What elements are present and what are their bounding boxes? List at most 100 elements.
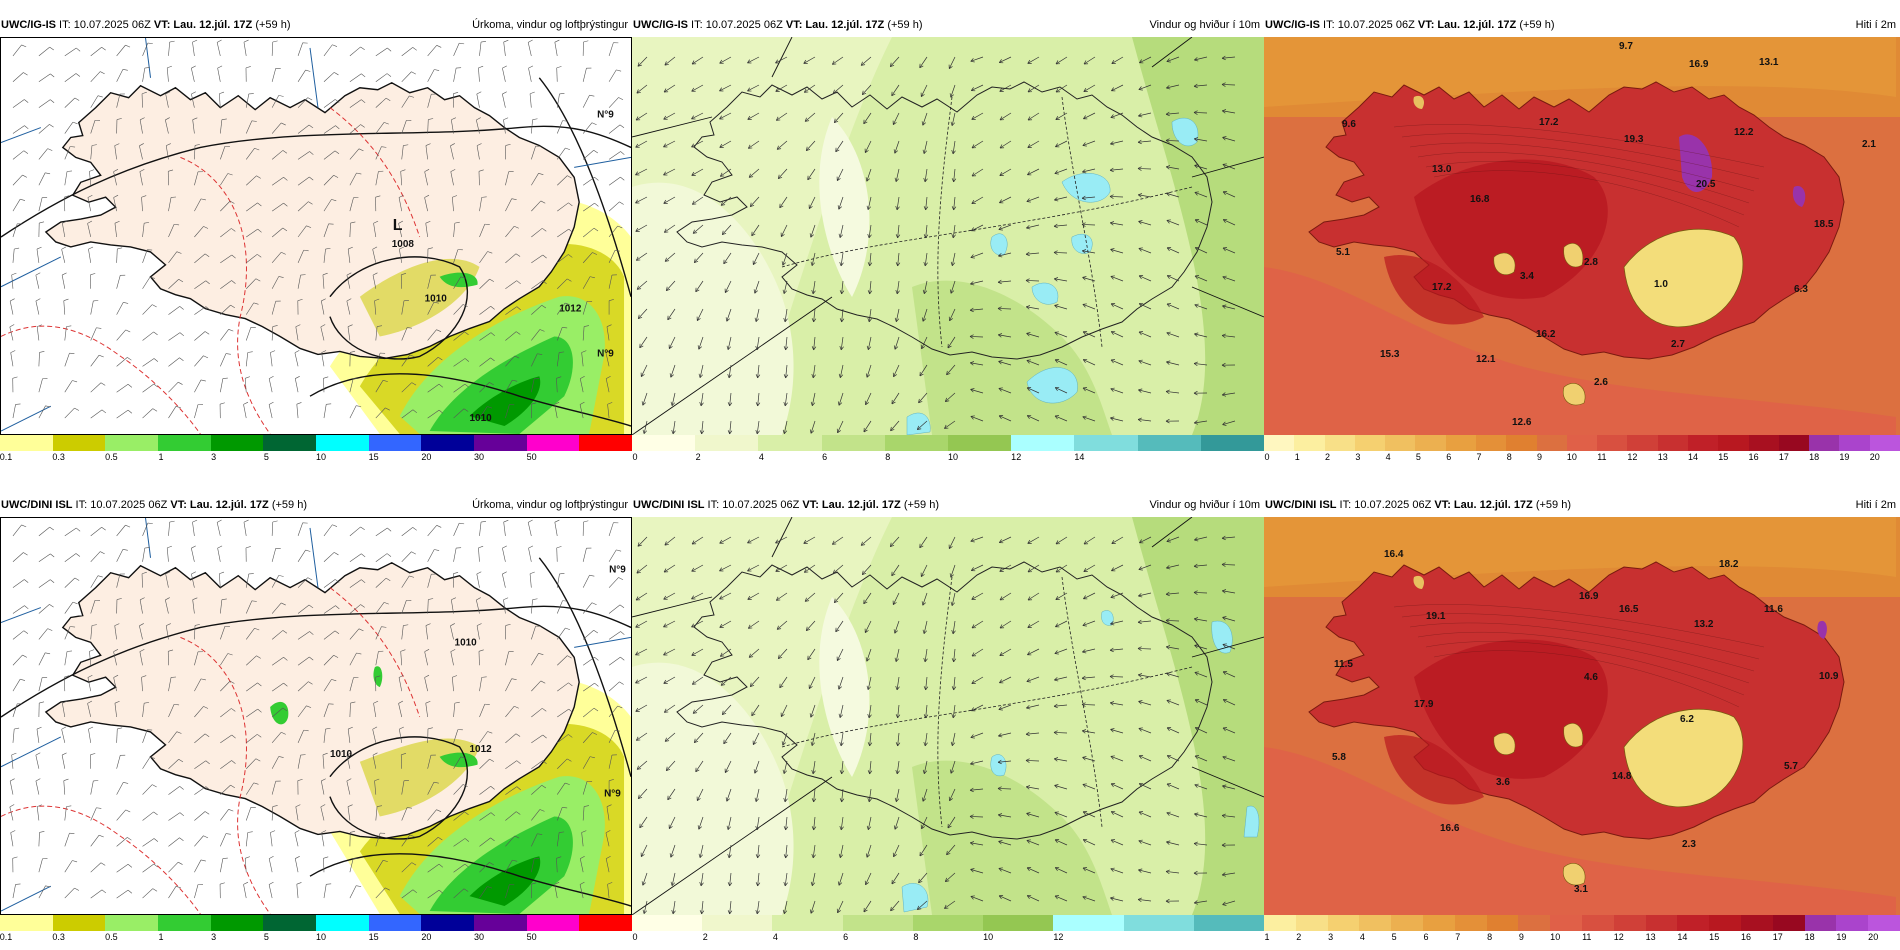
- colorbar-tick-label: 15: [1709, 932, 1720, 942]
- colorbar-tick-label: 0.5: [105, 452, 118, 462]
- colorbar-swatch: [579, 915, 633, 931]
- colorbar-tick-label: 12: [1613, 932, 1624, 942]
- panel-title: UWC/DINI ISL IT: 10.07.2025 06Z VT: Lau.…: [633, 499, 939, 511]
- colorbar-swatch: [1581, 915, 1614, 931]
- map-contour-label: 1010: [470, 413, 493, 424]
- colorbar-tick-label: 16: [1748, 452, 1759, 462]
- colorbar: [1264, 435, 1900, 451]
- colorbar-tick-label: 5: [1415, 452, 1421, 462]
- panel-temp-igis: UWC/IG-IS IT: 10.07.2025 06Z VT: Lau. 12…: [1264, 15, 1900, 475]
- colorbar-tick-label: 18: [1804, 932, 1815, 942]
- colorbar-tick-label: 50: [526, 452, 537, 462]
- colorbar-tick-label: 19: [1839, 452, 1850, 462]
- colorbar-swatch: [1074, 435, 1138, 451]
- wind-map-svg: [632, 517, 1264, 915]
- map-contour-label: 1010: [330, 749, 353, 760]
- colorbar-tick-label: 0.3: [52, 452, 65, 462]
- colorbar-swatch: [52, 435, 106, 451]
- colorbar: [632, 915, 1264, 931]
- colorbar-swatch: [1475, 435, 1507, 451]
- colorbar-tick-label: 0.1: [0, 932, 13, 942]
- colorbar-swatch: [368, 915, 422, 931]
- colorbar-swatch: [0, 435, 53, 451]
- temperature-value-label: 14.8: [1612, 771, 1632, 782]
- colorbar-swatch: [821, 435, 885, 451]
- colorbar-tick-label: 4: [1385, 452, 1391, 462]
- colorbar-tick-label: 7: [1476, 452, 1482, 462]
- colorbar-swatch: [1486, 915, 1519, 931]
- colorbar-swatch: [210, 915, 264, 931]
- panel-wind-igis: UWC/IG-IS IT: 10.07.2025 06Z VT: Lau. 12…: [632, 15, 1265, 475]
- panel-header: UWC/DINI ISL IT: 10.07.2025 06Z VT: Lau.…: [1264, 495, 1900, 515]
- temperature-value-label: 3.6: [1496, 777, 1510, 788]
- product-name: Vindur og hviður í 10m: [1149, 499, 1260, 511]
- colorbar-tick-label: 10: [983, 932, 994, 942]
- colorbar-tick-label: 1: [158, 452, 164, 462]
- temperature-value-label: 16.9: [1579, 591, 1599, 602]
- colorbar-swatch: [316, 435, 369, 451]
- colorbar-swatch: [579, 435, 633, 451]
- temperature-value-label: 16.4: [1384, 549, 1404, 560]
- colorbar-tick-label: 14: [1677, 932, 1688, 942]
- pressure-low-marker: L: [393, 217, 403, 234]
- temperature-map: 9.7 16.9 13.1 9.6 17.2 19.3 12.2 2.1 13.0 16.8 20.…: [1264, 37, 1900, 435]
- colorbar-swatch: [1687, 435, 1719, 451]
- colorbar-tick-label: 13: [1645, 932, 1656, 942]
- colorbar-tick-label: 20: [421, 932, 432, 942]
- colorbar-swatch: [1566, 435, 1598, 451]
- colorbar-swatch: [1657, 435, 1688, 451]
- colorbar-swatch: [526, 915, 580, 931]
- wind-map-svg: [632, 37, 1264, 435]
- colorbar-swatch: [263, 915, 317, 931]
- colorbar-tick-label: 5: [263, 452, 269, 462]
- map-contour-label: N°9: [604, 789, 621, 800]
- temperature-value-label: 13.2: [1694, 619, 1714, 630]
- colorbar-tick-label: 15: [368, 932, 379, 942]
- temperature-value-label: 5.1: [1336, 247, 1350, 258]
- temperature-value-label: 16.5: [1619, 604, 1639, 615]
- temperature-value-label: 20.5: [1696, 179, 1716, 190]
- colorbar-tick-label: 11: [1597, 452, 1607, 462]
- colorbar-tick-label: 14: [1074, 452, 1085, 462]
- colorbar-swatch: [368, 435, 422, 451]
- colorbar-swatch: [1123, 915, 1194, 931]
- colorbar-swatch: [1324, 435, 1355, 451]
- colorbar-ticks: 0.1 0.3 0.5 1 3 5 10 15 20 30 50: [0, 932, 632, 946]
- colorbar-tick-label: 8: [1506, 452, 1512, 462]
- colorbar-swatch: [52, 915, 106, 931]
- map-contour-label: N°9: [609, 565, 626, 576]
- map-contour-label: N°9: [597, 110, 614, 121]
- colorbar-swatch: [1053, 915, 1124, 931]
- map-contour-label: 1008: [392, 239, 415, 250]
- colorbar-swatch: [1295, 915, 1328, 931]
- panel-header: UWC/DINI ISL IT: 10.07.2025 06Z VT: Lau.…: [0, 495, 632, 515]
- colorbar-tick-label: 3: [1328, 932, 1334, 942]
- colorbar-swatch: [316, 915, 369, 931]
- temperature-value-label: 16.6: [1440, 823, 1460, 834]
- temperature-value-label: 6.3: [1794, 284, 1808, 295]
- colorbar-tick-label: 18: [1809, 452, 1820, 462]
- colorbar-tick-label: 50: [526, 932, 537, 942]
- colorbar-tick-label: 20: [421, 452, 432, 462]
- colorbar-swatch: [526, 435, 580, 451]
- colorbar-tick-label: 19: [1836, 932, 1847, 942]
- panel-title: UWC/DINI ISL IT: 10.07.2025 06Z VT: Lau.…: [1, 499, 307, 511]
- colorbar-swatch: [1422, 915, 1455, 931]
- colorbar-swatch: [884, 435, 949, 451]
- colorbar-swatch: [1778, 435, 1810, 451]
- temperature-value-label: 2.8: [1584, 257, 1598, 268]
- precip-map: 1008 1010 1012 1010 N°9 N°9 L: [0, 37, 632, 435]
- colorbar-tick-label: 0: [632, 452, 638, 462]
- colorbar-swatch: [702, 915, 773, 931]
- colorbar-swatch: [474, 435, 527, 451]
- colorbar-swatch: [1869, 435, 1900, 451]
- colorbar-swatch: [1506, 435, 1537, 451]
- colorbar-swatch: [1264, 435, 1295, 451]
- colorbar-tick-label: 2: [695, 452, 701, 462]
- temperature-value-label: 3.1: [1574, 884, 1588, 895]
- panel-title: UWC/DINI ISL IT: 10.07.2025 06Z VT: Lau.…: [1265, 499, 1571, 511]
- colorbar-ticks: 0.1 0.3 0.5 1 3 5 10 15 20 30 50: [0, 452, 632, 466]
- colorbar-tick-label: 0.1: [0, 452, 13, 462]
- colorbar-tick-label: 4: [758, 452, 764, 462]
- colorbar-tick-label: 7: [1455, 932, 1461, 942]
